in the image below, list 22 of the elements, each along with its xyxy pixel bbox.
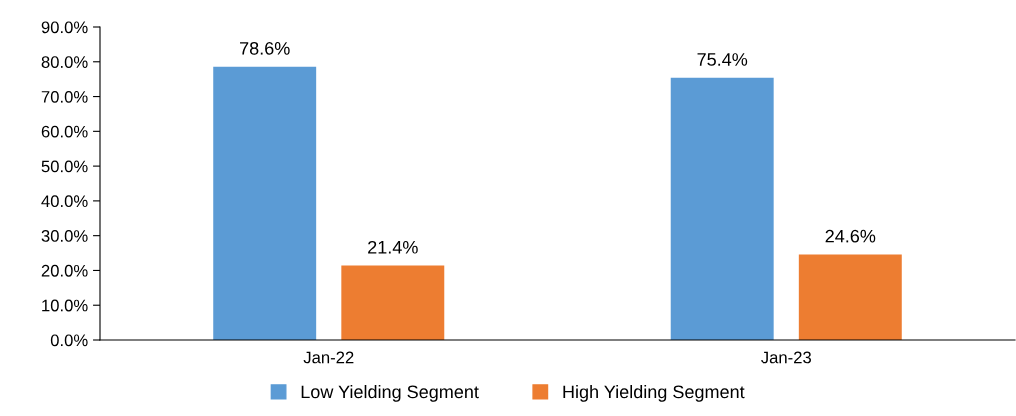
- y-tick-label: 40.0%: [41, 195, 88, 208]
- bar: [670, 77, 774, 340]
- data-label: 21.4%: [368, 240, 418, 254]
- data-label: 78.6%: [240, 41, 290, 55]
- y-tick-label: 20.0%: [41, 264, 88, 277]
- bar: [798, 254, 902, 340]
- y-tick-label: 60.0%: [41, 125, 88, 138]
- y-tick-label: 70.0%: [41, 90, 88, 103]
- legend-label: Low Yielding Segment: [301, 385, 479, 402]
- data-label: 24.6%: [825, 229, 876, 243]
- bar: [341, 265, 445, 340]
- legend-label: High Yielding Segment: [563, 385, 745, 402]
- y-tick-label: 30.0%: [41, 230, 88, 242]
- bar: [213, 66, 317, 340]
- y-tick-label: 50.0%: [41, 160, 88, 173]
- y-tick-label: 10.0%: [42, 299, 88, 312]
- data-label: 75.4%: [697, 53, 748, 66]
- y-tick-label: 90.0%: [41, 21, 88, 34]
- y-tick-label: 80.0%: [41, 56, 88, 68]
- x-tick-label: Jan-23: [761, 351, 811, 364]
- y-tick-label: 0.0%: [50, 334, 88, 347]
- x-tick-label: Jan-22: [303, 351, 354, 364]
